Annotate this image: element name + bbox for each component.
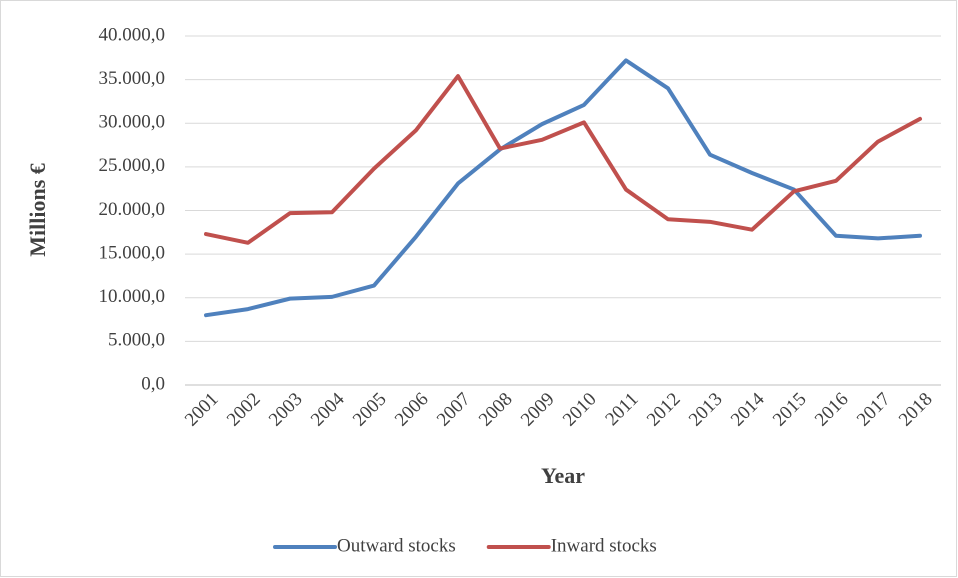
y-tick-label: 40.000,0 [99, 24, 166, 45]
y-tick-label: 35.000,0 [99, 68, 166, 89]
legend-label: Outward stocks [337, 535, 456, 556]
y-tick-label: 25.000,0 [99, 155, 166, 176]
x-axis-title: Year [541, 463, 585, 488]
legend-label: Inward stocks [551, 535, 657, 556]
y-tick-label: 30.000,0 [99, 112, 166, 133]
y-tick-label: 15.000,0 [99, 242, 166, 263]
y-tick-label: 0,0 [141, 373, 165, 394]
series-line [204, 58, 922, 318]
y-tick-label: 5.000,0 [108, 330, 165, 351]
series-line [204, 74, 922, 245]
y-tick-label: 10.000,0 [99, 286, 166, 307]
y-axis-title: Millions € [25, 163, 50, 257]
y-tick-label: 20.000,0 [99, 199, 166, 220]
